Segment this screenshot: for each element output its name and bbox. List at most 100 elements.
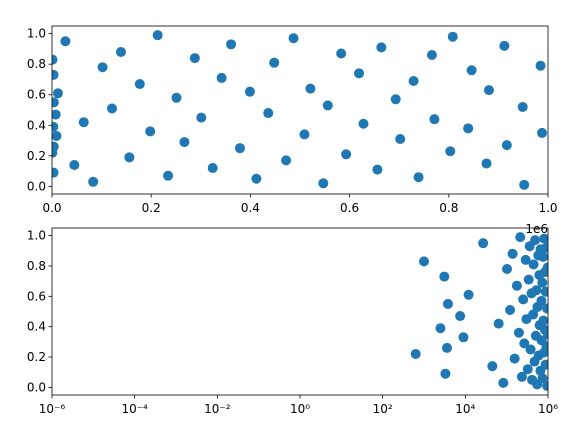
point (536, 295, 547, 306)
x-tick-label: 10⁴ (455, 402, 475, 416)
x-tick-label: 10⁻² (204, 402, 231, 416)
point (358, 118, 369, 129)
point (435, 323, 446, 334)
point (163, 170, 174, 181)
point (341, 149, 352, 160)
x-tick-label: 10² (373, 402, 393, 416)
point (520, 254, 531, 265)
point (538, 251, 548, 262)
point (52, 88, 63, 99)
point (507, 248, 518, 259)
point (281, 155, 292, 166)
x-tick-label: 0.0 (42, 201, 61, 215)
point (440, 368, 451, 379)
point (226, 39, 237, 50)
point (523, 274, 534, 285)
point (537, 127, 548, 138)
point (97, 62, 108, 73)
point (107, 103, 118, 114)
point (288, 33, 299, 44)
point (478, 238, 489, 249)
point (483, 85, 494, 96)
point (145, 126, 156, 137)
point (305, 83, 316, 94)
point (542, 303, 548, 314)
x-tick-label: 10⁻⁴ (121, 402, 148, 416)
point (52, 54, 58, 65)
y-tick-label: 0.4 (27, 320, 46, 334)
y-tick-label: 0.0 (27, 380, 46, 394)
axes-frame (51, 227, 549, 396)
x-tick-label: 0.6 (340, 201, 359, 215)
point (439, 271, 450, 282)
point (505, 304, 516, 315)
point (419, 256, 429, 267)
point (481, 158, 492, 169)
point (336, 48, 347, 59)
y-tick-label: 0.2 (27, 350, 46, 364)
point (455, 311, 466, 322)
point (542, 262, 548, 273)
point (429, 114, 440, 125)
point (299, 129, 310, 140)
point (179, 137, 190, 148)
point (152, 30, 163, 41)
point (511, 280, 522, 291)
point (52, 167, 59, 178)
point (52, 141, 59, 152)
point (52, 121, 59, 132)
x-offset-label: 1e6 (525, 222, 548, 236)
y-tick-label: 0.8 (27, 57, 46, 71)
point (542, 380, 548, 391)
point (69, 159, 80, 170)
x-tick-label: 0.4 (241, 201, 260, 215)
x-tick-label: 10⁰ (290, 402, 310, 416)
point (376, 42, 387, 53)
point (60, 36, 71, 47)
point (541, 242, 548, 253)
point (517, 101, 528, 112)
point (513, 327, 524, 338)
point (52, 109, 61, 120)
point (542, 329, 548, 340)
point (88, 176, 99, 187)
point (525, 344, 536, 355)
y-tick-label: 0.0 (27, 179, 46, 193)
point (537, 277, 548, 288)
point (458, 332, 469, 343)
point (426, 50, 437, 61)
y-tick-label: 0.2 (27, 149, 46, 163)
point (441, 342, 452, 353)
point (269, 57, 280, 68)
point (207, 163, 218, 174)
point (251, 173, 262, 184)
point (413, 172, 424, 183)
point (322, 100, 333, 111)
point (189, 53, 200, 64)
x-tick-label: 10⁻⁶ (39, 402, 66, 416)
point (244, 86, 255, 97)
x-tick-label: 1.0 (538, 201, 557, 215)
point (531, 285, 542, 296)
y-tick-label: 0.6 (27, 88, 46, 102)
point (537, 373, 548, 384)
point (52, 69, 59, 80)
point (354, 68, 365, 79)
x-tick-label: 0.2 (142, 201, 161, 215)
point (408, 75, 419, 86)
point (509, 353, 520, 364)
point (78, 117, 89, 128)
point (519, 338, 530, 349)
point (501, 140, 512, 151)
y-tick-label: 0.6 (27, 289, 46, 303)
point (528, 309, 539, 320)
point (263, 108, 274, 119)
y-tick-label: 1.0 (27, 229, 46, 243)
point (535, 60, 546, 71)
x-tick-label: 10⁶ (538, 402, 558, 416)
point (124, 152, 135, 163)
point (442, 298, 453, 309)
point (540, 286, 548, 297)
